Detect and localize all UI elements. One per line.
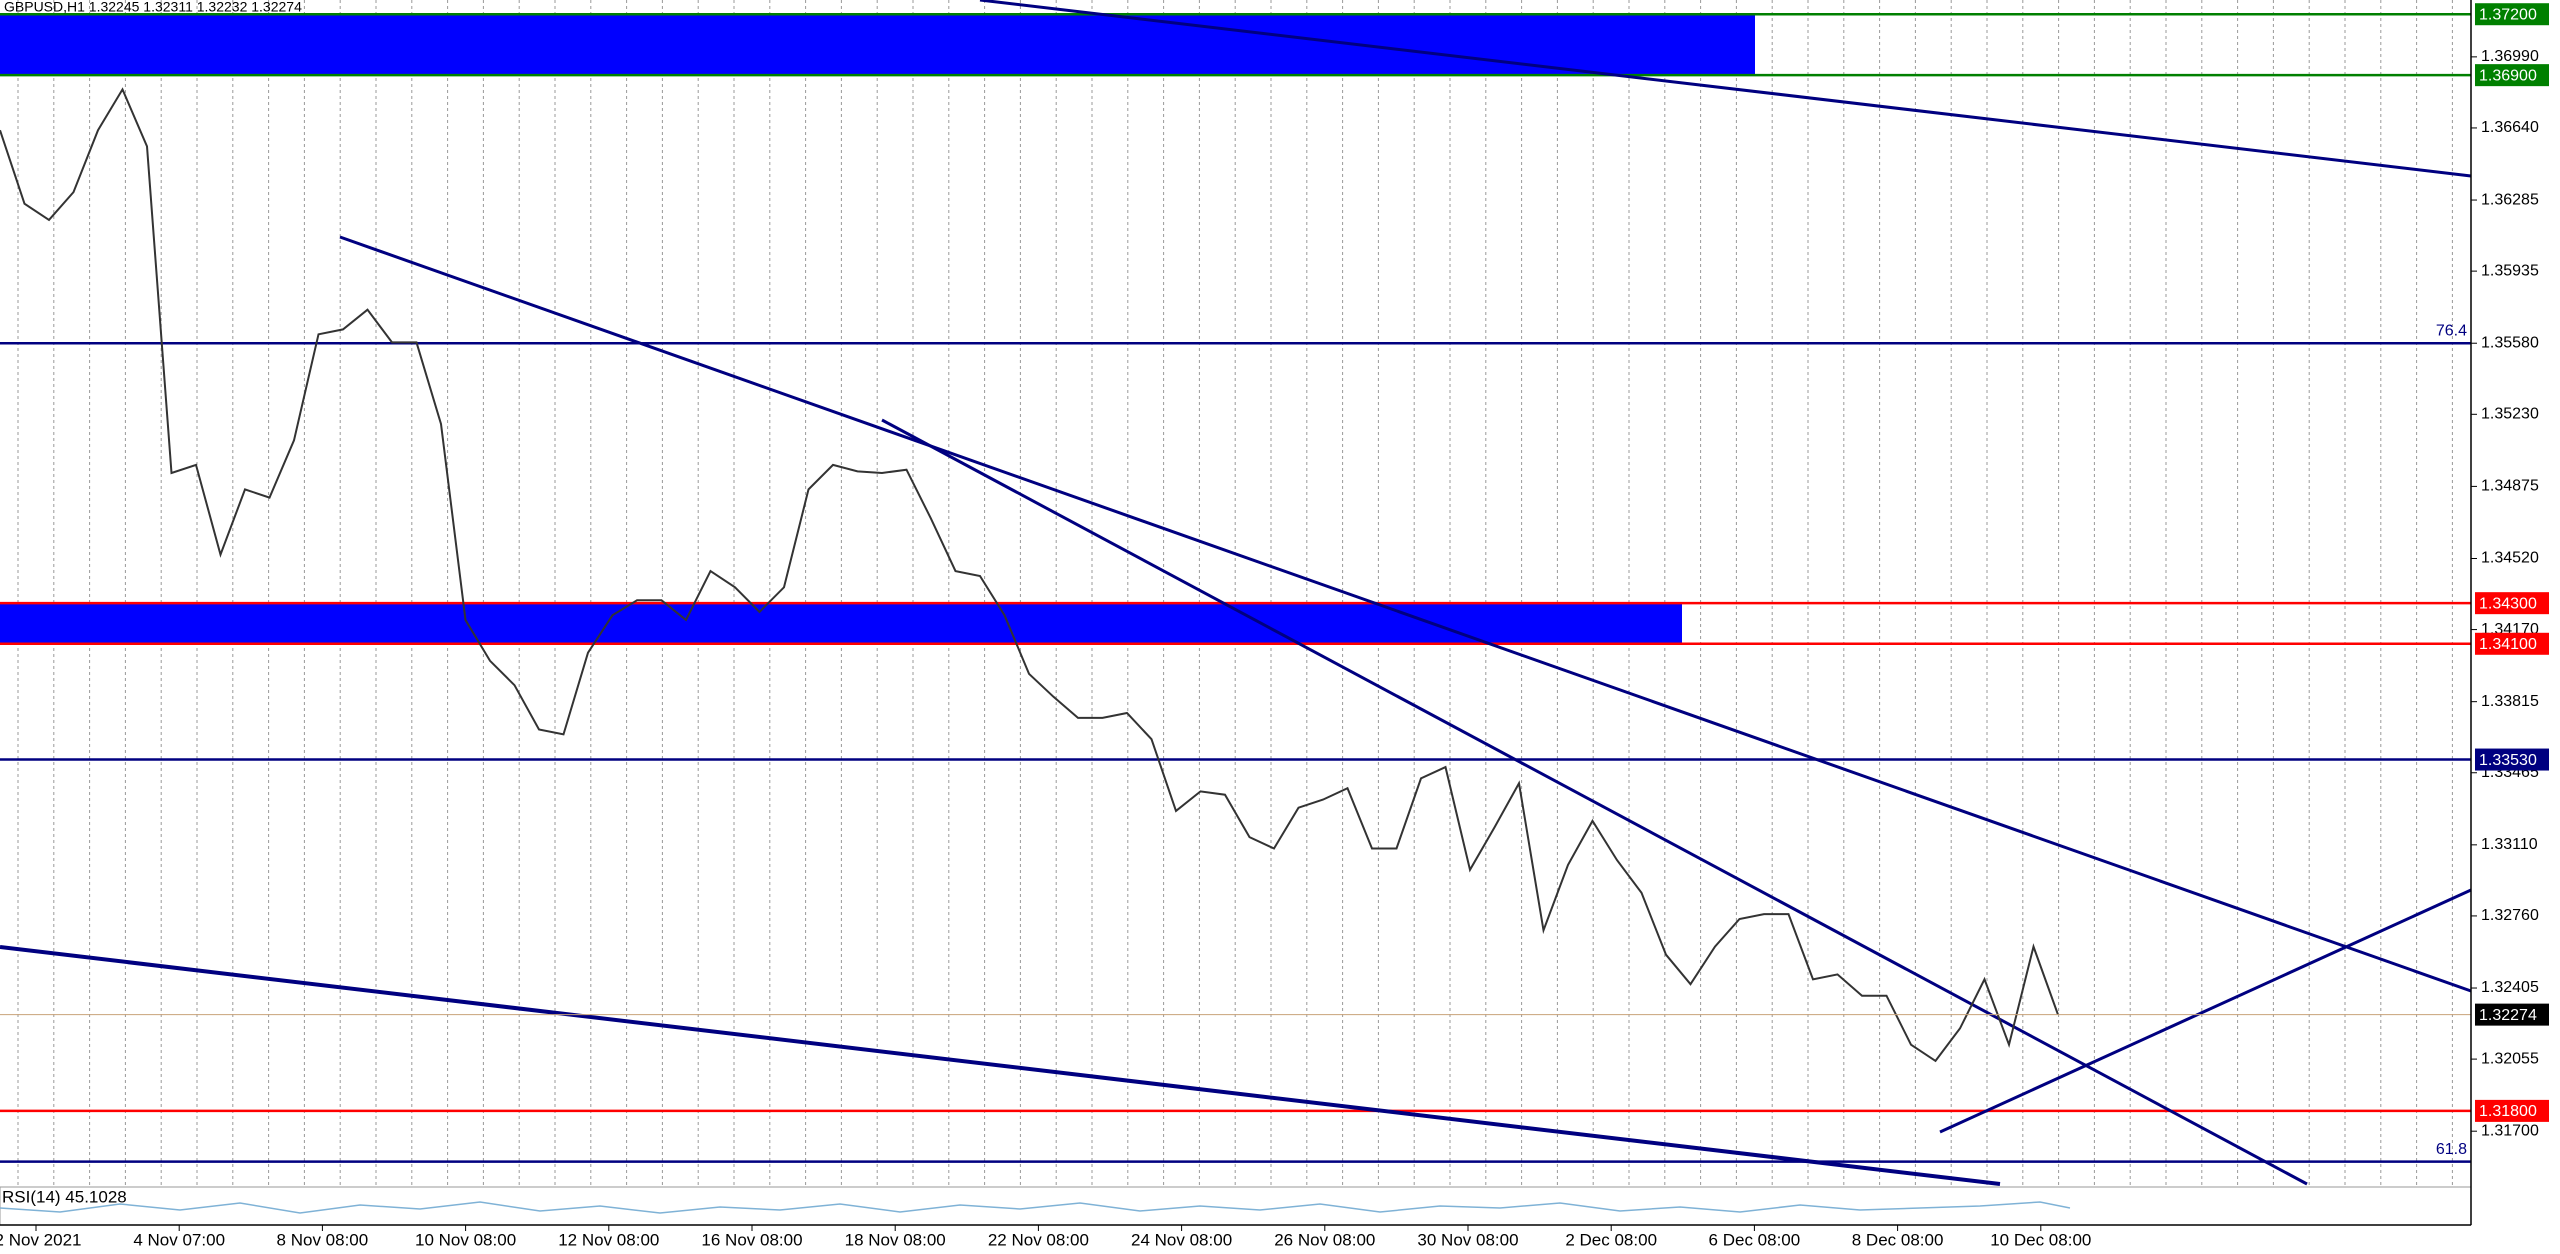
fib-label: 61.8	[2436, 1141, 2467, 1158]
x-tick-label: 10 Dec 08:00	[1990, 1230, 2091, 1249]
y-tick-label: 1.34875	[2481, 478, 2539, 495]
x-tick-label: 12 Nov 08:00	[558, 1230, 659, 1249]
price-layer	[0, 87, 2471, 1063]
x-tick-label: 8 Dec 08:00	[1852, 1230, 1944, 1249]
trendline	[1939, 888, 2472, 1134]
x-tick-label: 2 Nov 2021	[0, 1230, 81, 1249]
x-tick-label: 16 Nov 08:00	[701, 1230, 802, 1249]
x-tick-label: 18 Nov 08:00	[845, 1230, 946, 1249]
y-tick-label: 1.34520	[2481, 550, 2539, 567]
y-tick-label: 1.36640	[2481, 119, 2539, 136]
level-label: 1.33530	[2479, 752, 2537, 769]
last-price-label: 1.32274	[2479, 1007, 2537, 1024]
y-tick-label: 1.36285	[2481, 191, 2539, 208]
x-tick-label: 22 Nov 08:00	[988, 1230, 1089, 1249]
zone	[0, 603, 1682, 644]
indicator-label: RSI(14) 45.1028	[2, 1187, 127, 1206]
trendline	[339, 235, 2472, 993]
y-tick-label: 1.31700	[2481, 1122, 2539, 1139]
level-label-bg	[2475, 632, 2549, 655]
trendline	[979, 0, 2472, 178]
level-label-bg	[2475, 748, 2549, 771]
header: GBPUSD,H1 1.32245 1.32311 1.32232 1.3227…	[4, 0, 302, 15]
level-label-bg	[2475, 592, 2549, 615]
level-label-bg	[2475, 64, 2549, 87]
y-tick-label: 1.32055	[2481, 1050, 2539, 1067]
y-tick-label: 1.35580	[2481, 334, 2539, 351]
y-tick-label: 1.32760	[2481, 907, 2539, 924]
level-label: 1.34300	[2479, 595, 2537, 612]
rsi-line	[0, 1201, 2071, 1214]
level-label: 1.37200	[2479, 6, 2537, 23]
x-tick-label: 26 Nov 08:00	[1274, 1230, 1375, 1249]
price-line	[0, 87, 2059, 1063]
zones	[0, 14, 1755, 644]
y-tick-label: 1.33110	[2481, 836, 2538, 853]
x-tick-label: 10 Nov 08:00	[415, 1230, 516, 1249]
level-label: 1.36900	[2479, 67, 2537, 84]
zone	[0, 14, 1755, 76]
x-tick-label: 6 Dec 08:00	[1709, 1230, 1801, 1249]
price-axis: 1.36990 1.36640 1.36285 1.35935 1.35580 1.352…	[2471, 3, 2549, 1139]
y-tick-label: 1.35935	[2481, 262, 2539, 279]
y-tick-label: 1.32405	[2481, 979, 2539, 996]
trendlines	[0, 0, 2472, 1186]
x-tick-label: 8 Nov 08:00	[277, 1230, 369, 1249]
y-tick-label: 1.33815	[2481, 693, 2539, 710]
x-tick-label: 4 Nov 07:00	[133, 1230, 225, 1249]
last-price-bg	[2475, 1003, 2549, 1026]
x-tick-label: 2 Dec 08:00	[1565, 1230, 1657, 1249]
y-tick-label: 1.35230	[2481, 406, 2539, 423]
fib-label: 76.4	[2436, 322, 2467, 339]
level-label: 1.34100	[2479, 636, 2537, 653]
trendline	[0, 945, 2001, 1186]
y-tick-label: 1.36990	[2481, 48, 2539, 65]
level-label: 1.31800	[2479, 1103, 2537, 1120]
time-axis: 2 Nov 2021 4 Nov 07:00 8 Nov 08:00 10 Nov 0…	[0, 1225, 2091, 1249]
x-tick-label: 30 Nov 08:00	[1417, 1230, 1518, 1249]
trendline	[881, 418, 2308, 1186]
level-label-bg	[2475, 3, 2549, 26]
level-label-bg	[2475, 1099, 2549, 1122]
x-tick-label: 24 Nov 08:00	[1131, 1230, 1232, 1249]
